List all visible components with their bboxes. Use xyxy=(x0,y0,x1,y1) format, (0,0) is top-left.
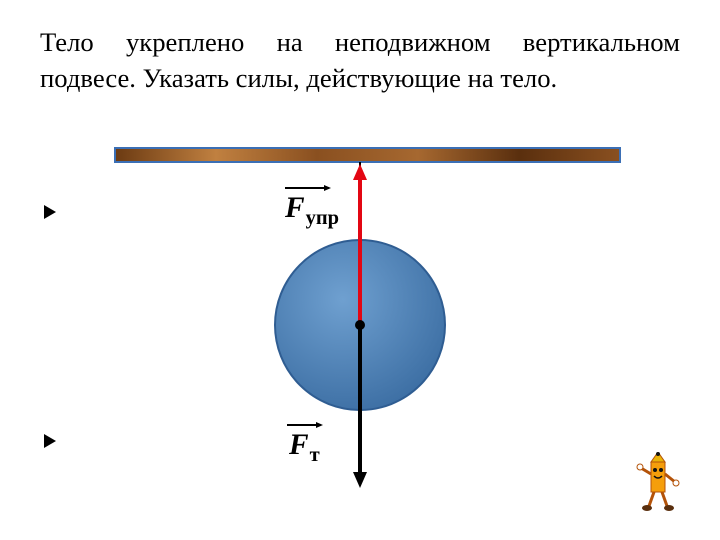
center-of-mass-dot xyxy=(355,320,365,330)
vector-bar-fupr xyxy=(285,187,329,189)
ceiling-beam xyxy=(115,148,620,162)
force-gravity-arrowhead xyxy=(353,472,367,488)
label-f-t: Fт xyxy=(289,429,320,467)
vector-bar-ft xyxy=(287,424,321,426)
label-f-upr: Fупр xyxy=(285,192,339,230)
label-f-t-main: F xyxy=(289,429,309,461)
force-tension-arrowhead xyxy=(353,164,367,180)
pencil-mascot-icon xyxy=(635,452,683,512)
label-f-t-sub: т xyxy=(310,444,320,466)
label-f-upr-sub: упр xyxy=(306,207,340,229)
label-f-upr-main: F xyxy=(285,192,305,224)
diagram-svg xyxy=(0,140,720,540)
problem-statement: Тело укреплено на неподвижном вертикальн… xyxy=(40,24,680,96)
bullet-icon xyxy=(44,205,56,219)
physics-diagram xyxy=(0,140,720,520)
bullet-icon xyxy=(44,434,56,448)
